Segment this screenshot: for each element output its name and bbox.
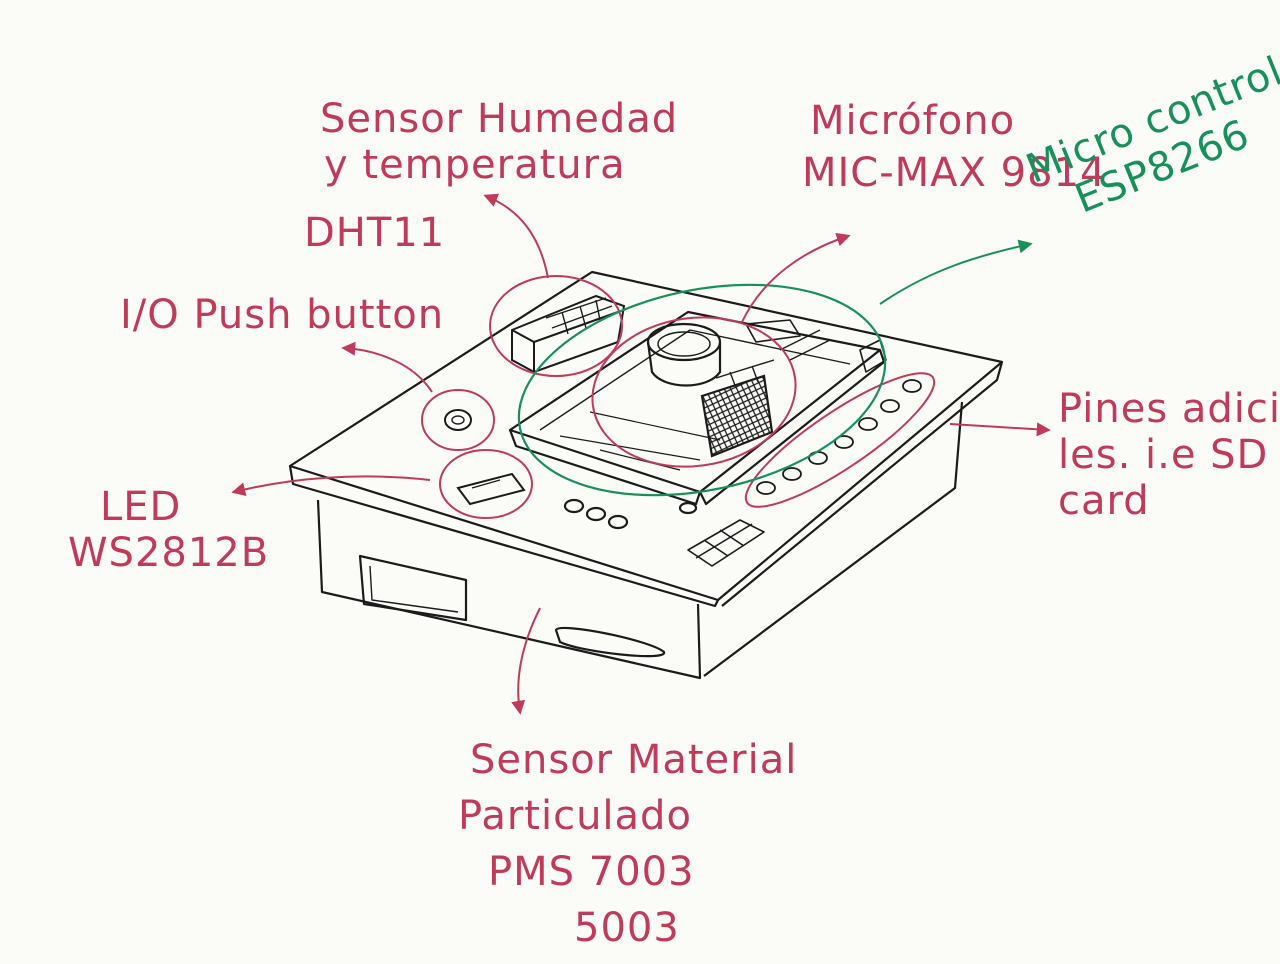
enclosure-front-face (316, 499, 702, 680)
extra-pins-label-line1: Pines adiciona (1058, 386, 1280, 432)
top-button-2 (585, 506, 607, 522)
top-grid (687, 519, 765, 567)
enclosure-right-lip (721, 361, 1004, 607)
enclosure-front-lip (288, 465, 719, 608)
push-button-highlight (421, 389, 495, 451)
push-button-component (444, 409, 472, 431)
dht11-arrow (483, 193, 549, 279)
top-button-3 (607, 514, 629, 530)
dht11-label-line3: DHT11 (304, 210, 446, 256)
push-button-label: I/O Push button (120, 292, 444, 338)
particulate-sensor-label-line4: 5003 (574, 905, 680, 951)
extra-pins-row (756, 379, 922, 495)
mic-arrow (741, 232, 851, 323)
led-label: LED WS2812B (68, 484, 269, 576)
push-button-arrow (341, 341, 433, 393)
mic-mesh (700, 374, 774, 458)
particulate-sensor-label-line3: PMS 7003 (488, 849, 695, 895)
particulate-sensor-label-line1: Sensor Material (470, 737, 798, 783)
dht11-label-line1: Sensor Humedad (320, 96, 679, 142)
pm-sensor-window (358, 554, 468, 622)
enclosure-right-face (703, 401, 964, 677)
particulate-sensor-label: Sensor Material Particulado PMS 7003 500… (458, 732, 798, 956)
dht11-highlight (489, 275, 623, 377)
pm-sensor-arrow (511, 607, 541, 715)
extra-pins-label: Pines adiciona les. i.e SD card (1058, 386, 1280, 524)
led-component (456, 472, 526, 506)
led-highlight (439, 449, 533, 519)
mic-highlight (591, 316, 797, 468)
particulate-sensor-label-line2: Particulado (458, 793, 692, 839)
extra-pins-label-line2: les. i.e SD (1058, 432, 1269, 478)
red-highlights (421, 275, 936, 519)
enclosure (288, 270, 1004, 680)
microphone-label-line1: Micrófono (810, 98, 1016, 144)
microphone-label-line2: MIC-MAX 9814 (802, 150, 1107, 196)
extra-pins-highlight (744, 372, 936, 508)
esp8266-arrow (879, 239, 1033, 305)
leader-arrows (231, 193, 1051, 715)
extra-pins-arrow (949, 422, 1051, 437)
dht11-label-line2: y temperatura (324, 142, 626, 188)
microphone-label: Micrófono MIC-MAX 9814 (802, 98, 1106, 196)
led-label-line2: WS2812B (68, 530, 270, 576)
main-board (508, 310, 887, 506)
microphone-module (646, 322, 775, 458)
led-arrow (231, 475, 431, 497)
extra-pins-label-line3: card (1058, 478, 1150, 524)
dht11-label: Sensor Humedad y temperatura DHT11 (304, 96, 679, 256)
top-button-4 (678, 501, 698, 515)
esp8266-highlight (517, 283, 887, 497)
push-button-label-line1: I/O Push button (120, 292, 445, 338)
front-slot (554, 626, 666, 658)
led-label-line1: LED (100, 484, 182, 530)
top-button-1 (563, 498, 585, 514)
